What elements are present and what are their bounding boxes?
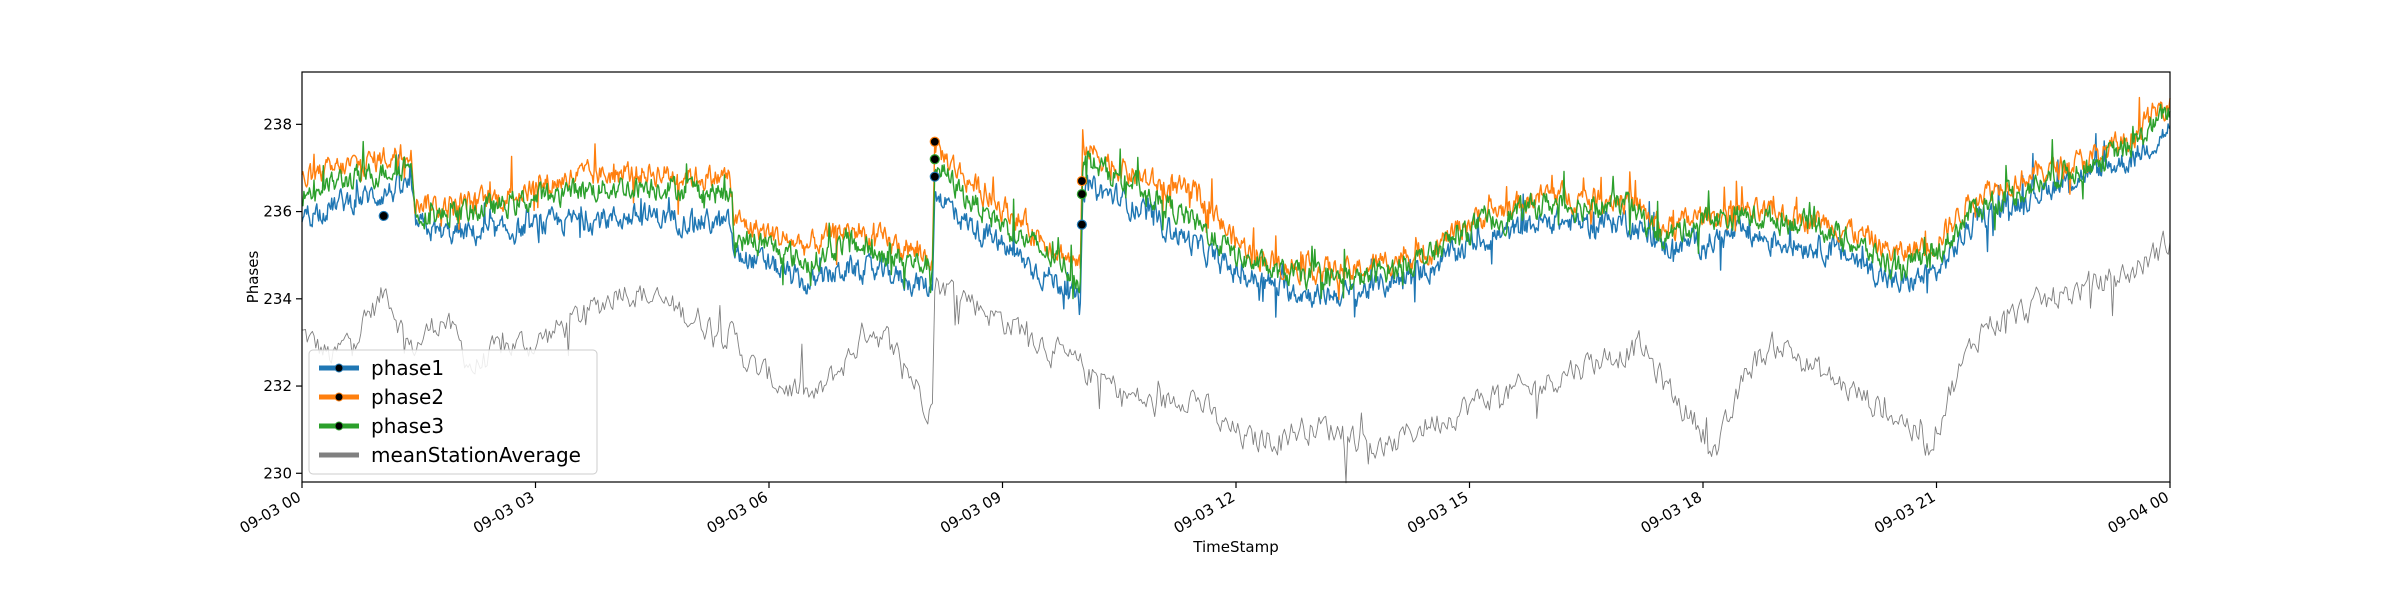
legend-label-meanStationAverage: meanStationAverage <box>371 443 581 467</box>
marker-phase3 <box>1076 189 1087 200</box>
series-line-meanStationAverage <box>301 230 2171 484</box>
marker-phase2 <box>1076 175 1087 187</box>
marker-phase3 <box>929 154 940 165</box>
series-layer <box>301 96 2171 484</box>
legend-label-phase1: phase1 <box>371 356 444 380</box>
marker-layer <box>378 136 1087 230</box>
marker-phase1 <box>378 210 389 222</box>
y-tick-label: 234 <box>263 290 292 308</box>
series-line-phase1 <box>301 123 2171 318</box>
legend-marker-phase3 <box>334 421 344 431</box>
x-tick-label: 09-03 21 <box>1871 488 1938 537</box>
y-axis: 230 232 234 236 238 <box>263 115 302 482</box>
marker-phase1 <box>1076 219 1087 230</box>
legend: phase1 phase2 phase3 meanStationAverage <box>308 349 598 475</box>
x-tick-label: 09-03 18 <box>1638 488 1705 537</box>
y-tick-label: 232 <box>263 377 292 395</box>
legend-label-phase3: phase3 <box>371 414 444 438</box>
marker-phase1 <box>929 171 940 182</box>
legend-box <box>308 349 598 475</box>
legend-marker-phase1 <box>334 363 344 373</box>
x-axis-label: TimeStamp <box>1192 538 1278 556</box>
series-line-phase2 <box>301 96 2171 301</box>
legend-marker-phase2 <box>334 392 344 402</box>
x-tick-label: 09-03 03 <box>470 488 537 537</box>
legend-label-phase2: phase2 <box>371 385 444 409</box>
y-tick-label: 230 <box>263 464 292 482</box>
x-tick-label: 09-03 09 <box>937 488 1004 537</box>
y-tick-label: 238 <box>263 115 292 133</box>
x-tick-label: 09-03 15 <box>1404 488 1471 537</box>
marker-phase2 <box>929 136 940 147</box>
series-line-phase3 <box>301 103 2171 300</box>
x-tick-label: 09-03 12 <box>1171 488 1238 537</box>
x-tick-label: 09-03 00 <box>237 488 304 537</box>
y-axis-label: Phases <box>244 251 262 304</box>
x-tick-label: 09-03 06 <box>704 488 771 537</box>
x-tick-label: 09-04 00 <box>2105 488 2172 537</box>
x-axis: 09-03 00 09-03 03 09-03 06 09-03 09 09-03 12… <box>237 482 2172 537</box>
y-tick-label: 236 <box>263 203 292 221</box>
